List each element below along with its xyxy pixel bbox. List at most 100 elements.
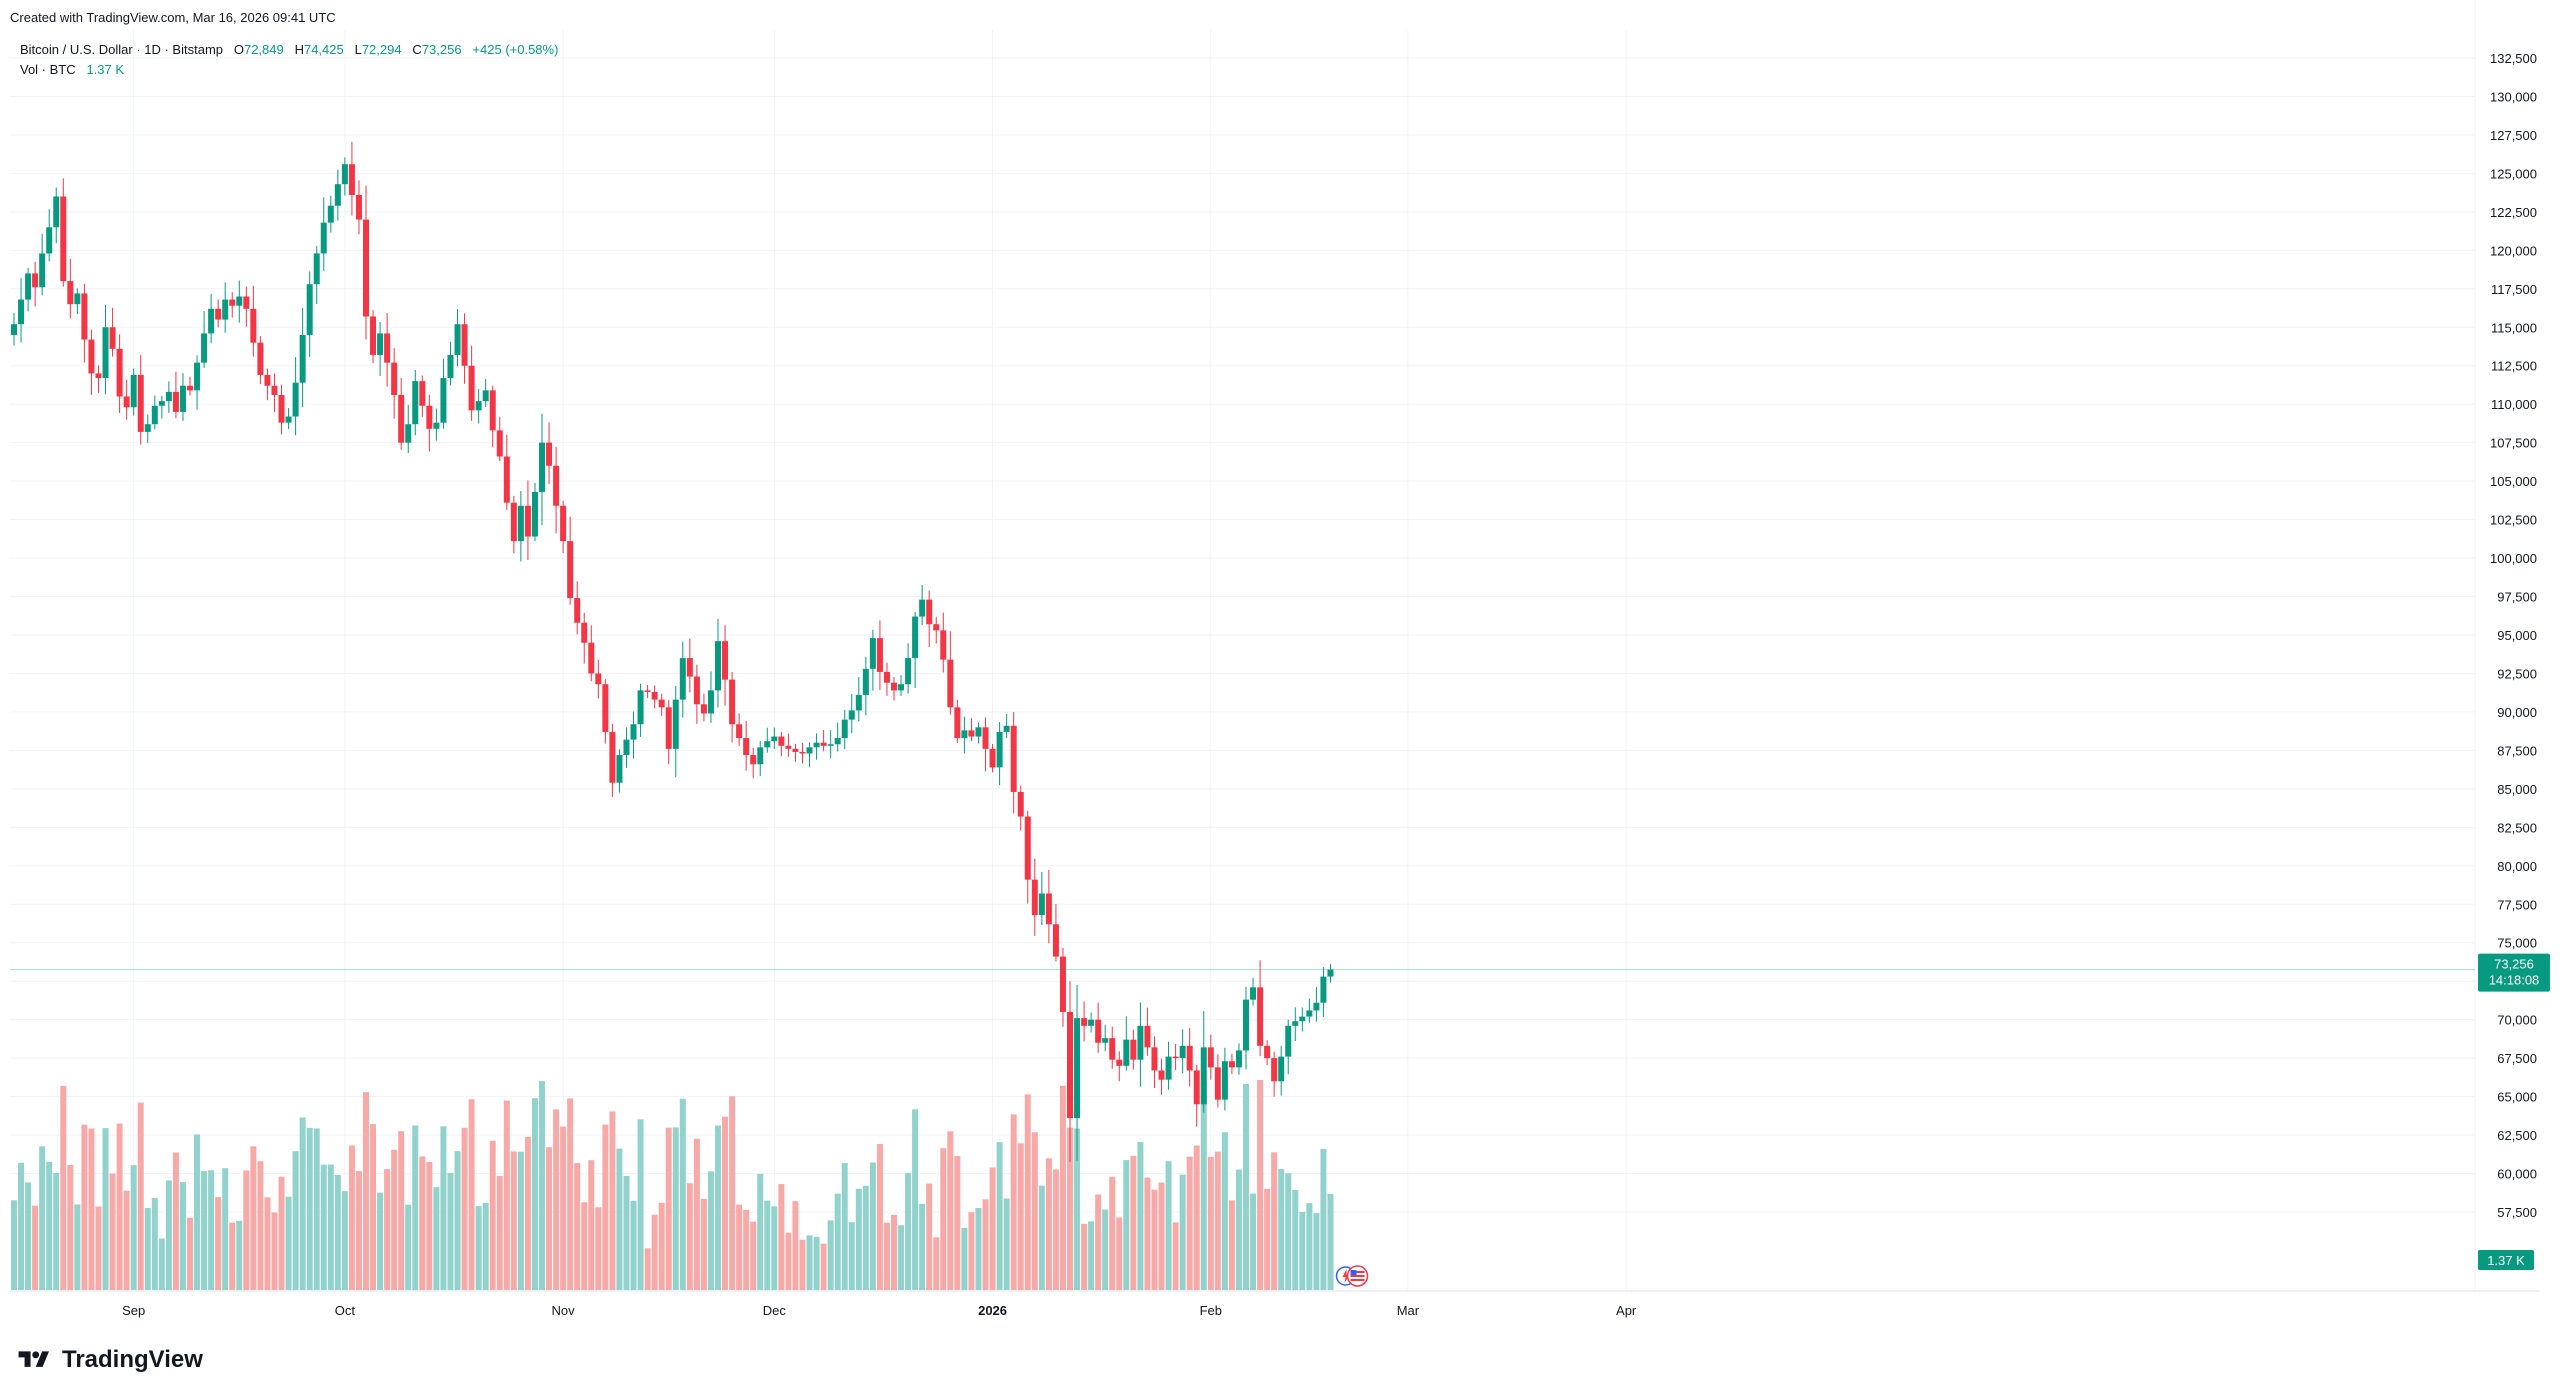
volume-bar (989, 1167, 996, 1290)
candle (693, 676, 700, 705)
candle (257, 342, 264, 375)
y-axis-tick-label: 115,000 (2491, 320, 2537, 335)
candle (116, 348, 123, 397)
volume-legend: Vol · BTC 1.37 K (20, 62, 124, 77)
y-axis-tick-label: 112,500 (2491, 359, 2537, 374)
candle (736, 724, 743, 739)
candle (757, 747, 764, 765)
volume-bar (679, 1098, 686, 1290)
candle (1109, 1038, 1116, 1060)
volume-bar (1088, 1221, 1095, 1290)
volume-bar (1228, 1200, 1235, 1290)
candle (926, 599, 933, 625)
volume-bar (158, 1238, 165, 1290)
y-axis-tick-label: 117,500 (2491, 282, 2537, 297)
volume-bar (764, 1200, 771, 1290)
y-axis-tick-label: 70,000 (2497, 1013, 2537, 1028)
candle (496, 430, 503, 457)
symbol-title[interactable]: Bitcoin / U.S. Dollar · 1D · Bitstamp (20, 42, 223, 57)
candle (546, 442, 553, 466)
candle (475, 401, 482, 411)
y-axis-tick-label: 57,500 (2497, 1205, 2537, 1220)
tradingview-logo[interactable]: TradingView (14, 1346, 203, 1374)
us-flag-stripe (1350, 1275, 1365, 1277)
volume-bar (1264, 1188, 1271, 1290)
volume-bar (454, 1151, 461, 1290)
candle (531, 491, 538, 537)
change-value: +425 (+0.58%) (472, 42, 559, 57)
candle (1081, 1018, 1088, 1026)
volume-label[interactable]: Vol · BTC (20, 62, 76, 77)
volume-bar (806, 1235, 813, 1290)
volume-bar (341, 1191, 348, 1290)
volume-bar (644, 1248, 651, 1290)
volume-bar (1017, 1143, 1024, 1290)
grid-lines (10, 30, 2475, 1290)
volume-bar (306, 1127, 313, 1290)
candle (574, 598, 581, 623)
volume-bar (285, 1196, 292, 1290)
volume-bar (933, 1237, 940, 1290)
candle (975, 727, 982, 737)
volume-bar (398, 1131, 405, 1290)
y-axis-tick-label: 120,000 (2490, 243, 2537, 258)
candle (447, 354, 454, 379)
candle (320, 222, 327, 254)
volume-bar (665, 1127, 672, 1290)
candle (355, 194, 362, 220)
candle (1045, 893, 1052, 925)
candle (60, 196, 67, 282)
volume-bar (116, 1123, 123, 1290)
candle (1200, 1047, 1207, 1105)
volume-bar (53, 1173, 60, 1290)
candle (827, 744, 834, 746)
y-axis-tick-label: 110,000 (2491, 397, 2537, 412)
candle (88, 339, 95, 374)
candle (419, 381, 426, 406)
volume-bar (658, 1202, 665, 1290)
volume-bar (355, 1171, 362, 1290)
volume-bar (201, 1171, 208, 1290)
candle (1214, 1067, 1221, 1100)
candle (820, 742, 827, 746)
y-axis-tick-label: 67,500 (2497, 1051, 2537, 1066)
volume-bar (391, 1149, 398, 1290)
volume-bar (1102, 1209, 1109, 1290)
volume-bar (1214, 1151, 1221, 1290)
y-axis-tick-label: 92,500 (2497, 666, 2537, 681)
volume-bar (1067, 1127, 1073, 1290)
candle (165, 391, 172, 402)
candle (53, 196, 60, 228)
volume-bar (222, 1168, 229, 1290)
candle (961, 730, 968, 739)
volume-bar (707, 1171, 714, 1290)
volume-bar (891, 1214, 897, 1290)
y-axis-tick-label: 97,500 (2497, 590, 2537, 605)
volume-bar (862, 1185, 869, 1290)
volume-bar (1052, 1169, 1059, 1290)
volume-bar (1306, 1203, 1313, 1290)
candle (560, 505, 567, 542)
candle (405, 424, 412, 443)
y-axis-tick-label: 102,500 (2490, 513, 2537, 528)
volume-bar (1123, 1160, 1130, 1290)
candle (1243, 999, 1249, 1051)
y-axis-tick-label: 80,000 (2497, 859, 2537, 874)
volume-bar (1292, 1189, 1299, 1290)
candle (468, 365, 475, 411)
us-flag-icon[interactable] (1346, 1265, 1369, 1287)
candle (236, 296, 243, 306)
y-axis-tick-label: 75,000 (2497, 936, 2537, 951)
volume-bar (208, 1170, 215, 1290)
candle (123, 396, 130, 408)
candle (1193, 1070, 1200, 1105)
volume-bar (60, 1085, 67, 1290)
candle (74, 293, 81, 305)
candle (553, 465, 560, 506)
volume-bar (813, 1236, 820, 1290)
candle (602, 684, 609, 732)
volume-bar (327, 1164, 334, 1290)
candle (665, 707, 672, 749)
y-axis-labels: 132,500 130,000 127,500 125,000 122,500 120,0… (2490, 51, 2537, 1220)
